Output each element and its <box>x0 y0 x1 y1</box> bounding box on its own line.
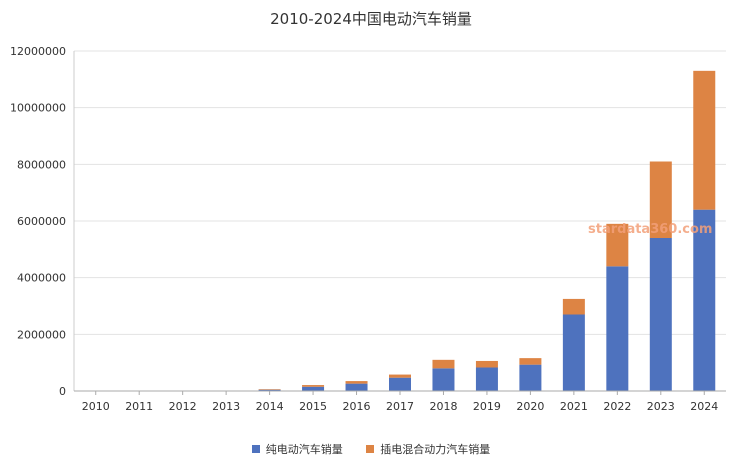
bar-bev[interactable] <box>606 266 629 391</box>
bar-phev[interactable] <box>389 374 411 378</box>
y-tick-label: 6000000 <box>17 215 66 228</box>
bar-phev[interactable] <box>432 359 455 369</box>
x-tick-label: 2014 <box>256 400 284 413</box>
bar-phev[interactable] <box>562 298 585 315</box>
y-tick-label: 8000000 <box>17 158 66 171</box>
legend-item-bev[interactable]: 纯电动汽车销量 <box>251 441 343 457</box>
y-tick-label: 2000000 <box>17 328 66 341</box>
y-tick-label: 0 <box>59 385 66 398</box>
bar-phev[interactable] <box>475 360 498 368</box>
x-tick-label: 2021 <box>560 400 588 413</box>
chart-title: 2010-2024中国电动汽车销量 <box>270 10 472 28</box>
bar-bev[interactable] <box>562 314 585 392</box>
bar-bev[interactable] <box>345 383 368 391</box>
bar-phev[interactable] <box>693 70 716 210</box>
bar-bev[interactable] <box>302 386 325 391</box>
bars <box>171 70 716 392</box>
x-tick-label: 2019 <box>473 400 501 413</box>
legend: 纯电动汽车销量 插电混合动力汽车销量 <box>0 441 742 457</box>
watermark-text: stardata360.com <box>588 222 712 237</box>
legend-label-bev: 纯电动汽车销量 <box>265 443 343 456</box>
bar-phev[interactable] <box>345 381 368 384</box>
bar-phev[interactable] <box>649 161 672 239</box>
x-tick-label: 2016 <box>343 400 371 413</box>
x-tick-label: 2011 <box>125 400 153 413</box>
legend-label-phev: 插电混合动力汽车销量 <box>380 443 491 456</box>
bar-bev[interactable] <box>432 368 455 391</box>
bar-phev[interactable] <box>519 358 542 365</box>
x-tick-label: 2023 <box>647 400 675 413</box>
legend-swatch-phev <box>366 445 375 453</box>
bar-phev[interactable] <box>302 385 325 387</box>
x-tick-label: 2015 <box>299 400 327 413</box>
x-tick-label: 2017 <box>386 400 414 413</box>
bar-bev[interactable] <box>389 377 411 391</box>
x-tick-label: 2013 <box>212 400 240 413</box>
x-tick-label: 2020 <box>516 400 544 413</box>
bar-bev[interactable] <box>649 238 672 391</box>
y-tick-label: 10000000 <box>10 102 66 115</box>
x-tick-label: 2022 <box>603 400 631 413</box>
x-tick-label: 2010 <box>82 400 110 413</box>
legend-item-phev[interactable]: 插电混合动力汽车销量 <box>366 441 490 457</box>
y-tick-label: 4000000 <box>17 272 66 285</box>
axes: 0 2000000 4000000 6000000 8000000 10000000 120… <box>10 45 726 413</box>
x-tick-label: 2012 <box>169 400 197 413</box>
bar-phev[interactable] <box>606 223 629 267</box>
y-tick-label: 12000000 <box>10 45 66 58</box>
bar-bev[interactable] <box>258 389 281 391</box>
legend-swatch-bev <box>251 445 260 453</box>
bar-bev[interactable] <box>519 364 542 391</box>
bar-phev[interactable] <box>258 389 281 390</box>
x-tick-label: 2018 <box>429 400 457 413</box>
bar-bev[interactable] <box>475 367 498 391</box>
x-tick-label: 2024 <box>690 400 718 413</box>
bar-bev[interactable] <box>693 209 716 391</box>
